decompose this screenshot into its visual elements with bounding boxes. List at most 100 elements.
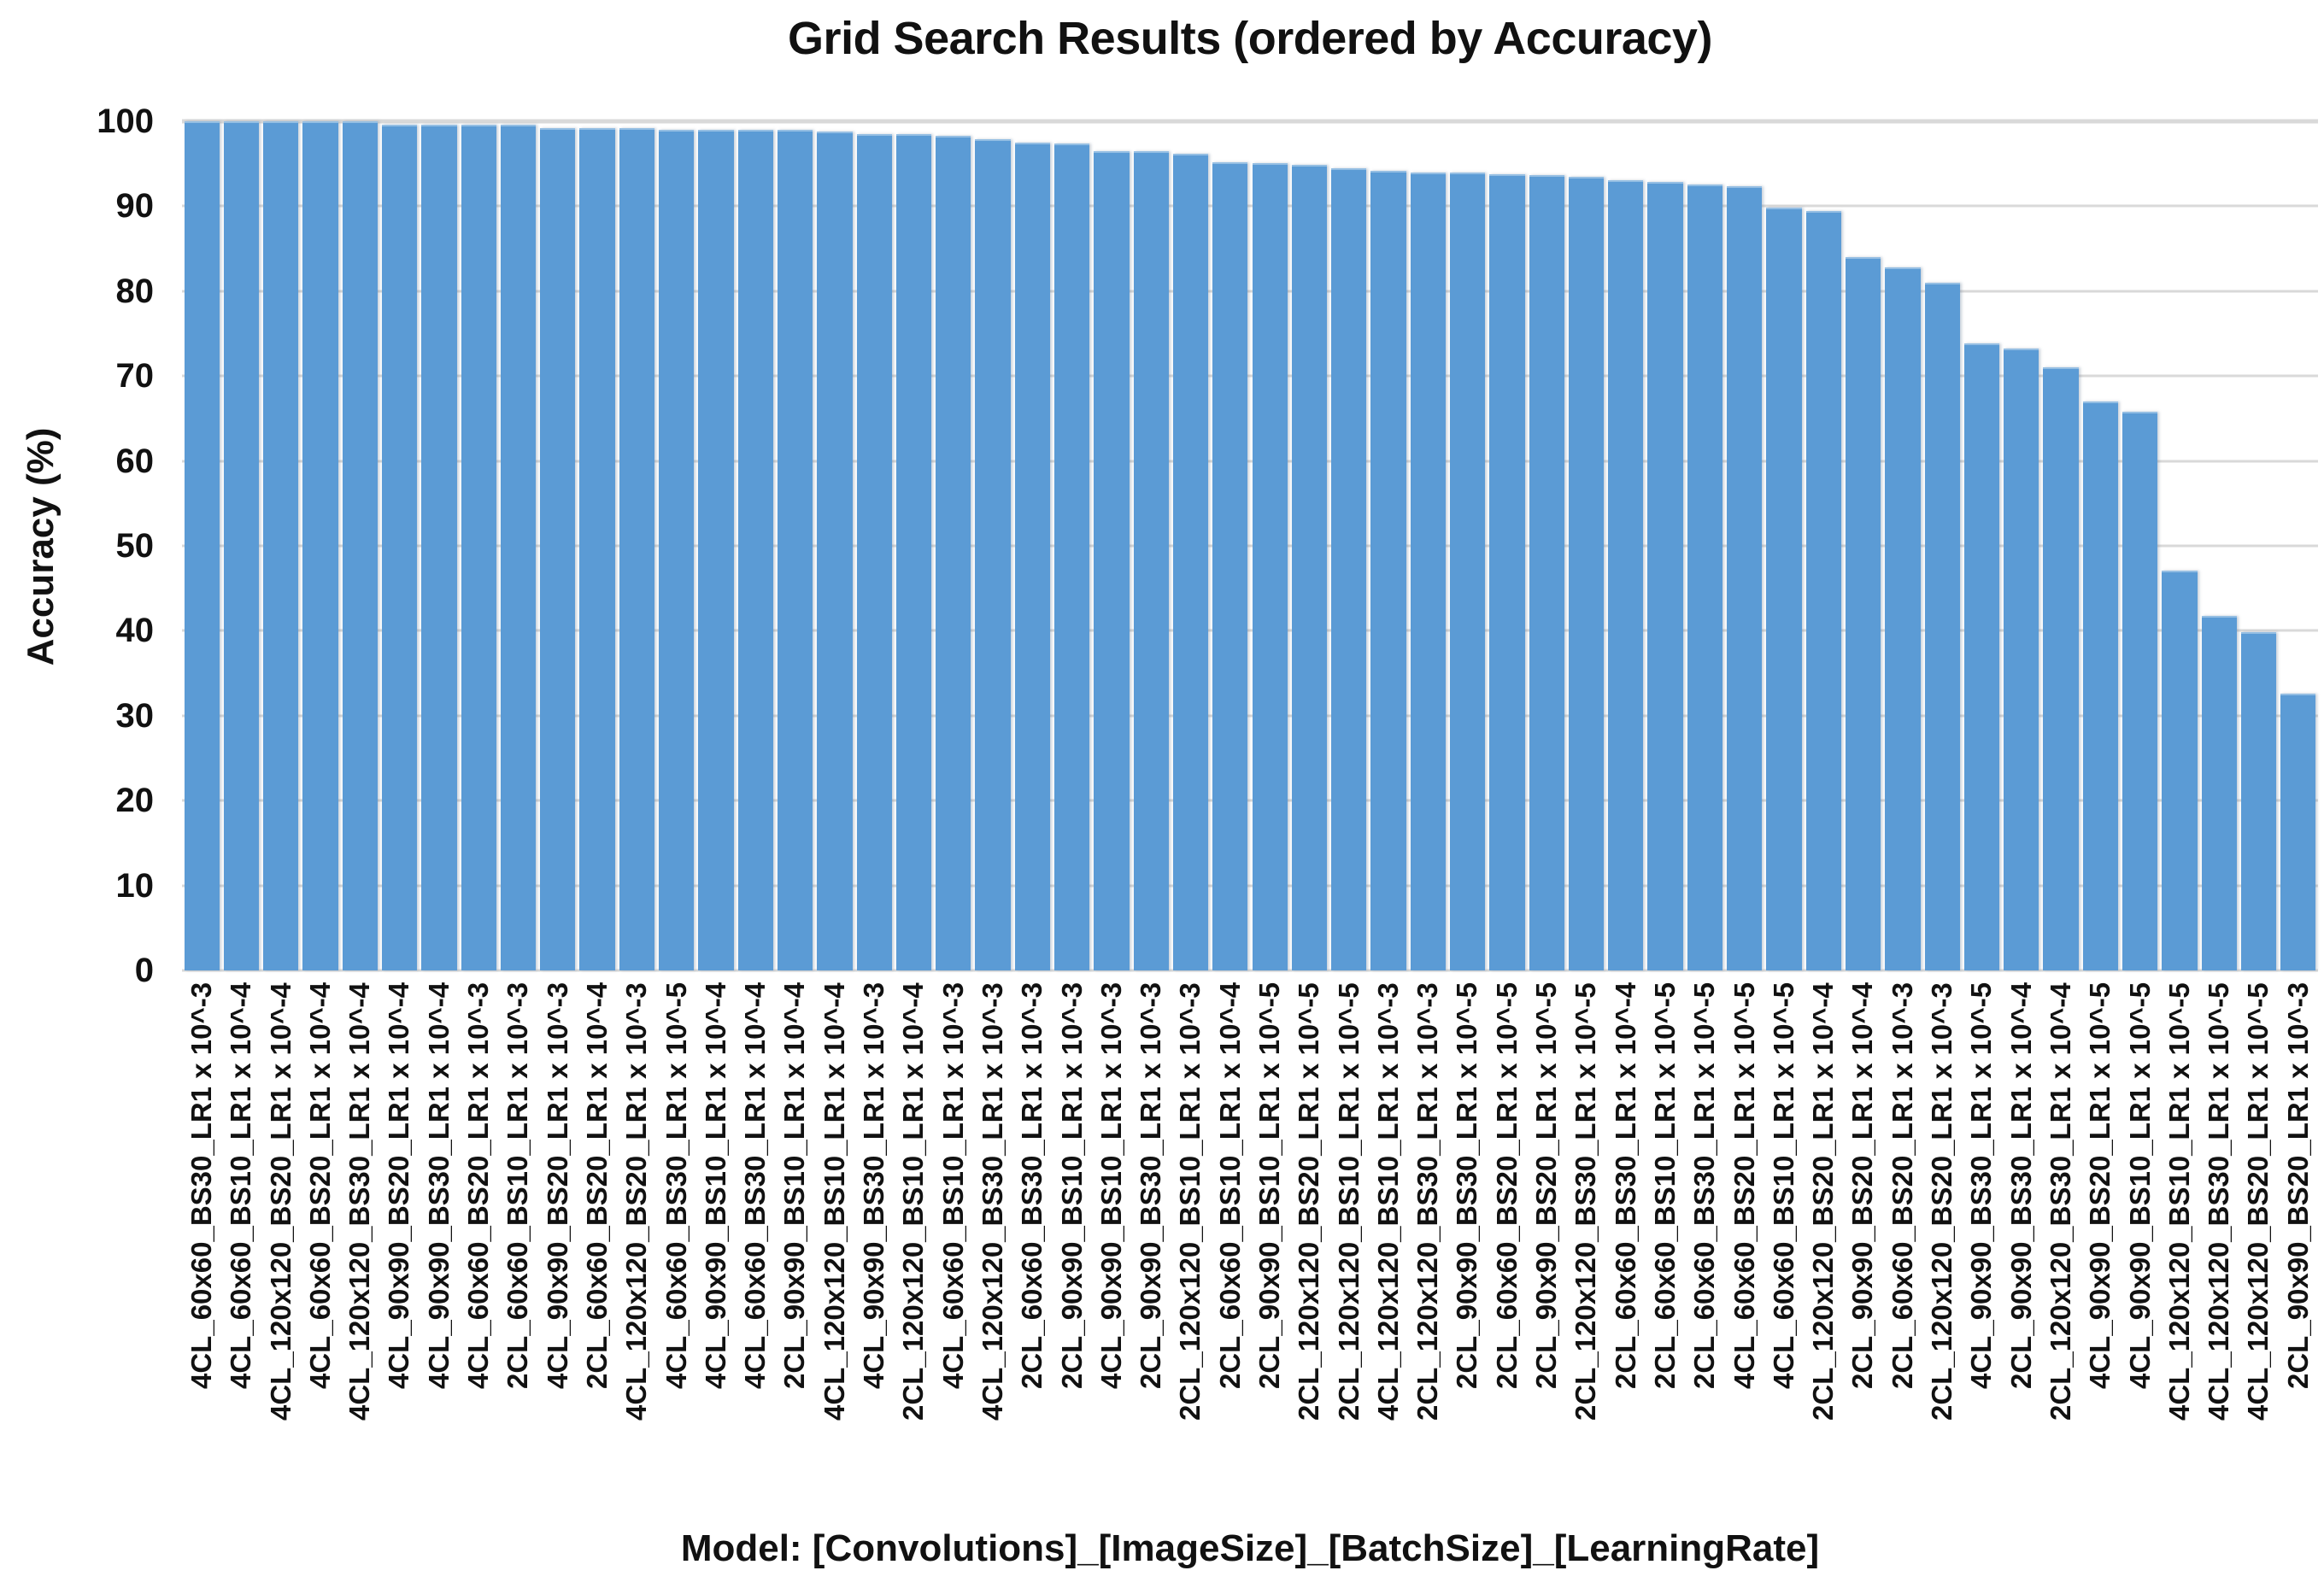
x-tick-label-4CL_120x120_BS10_LR1 x 10^-4: 4CL_120x120_BS10_LR1 x 10^-4 xyxy=(818,982,850,1421)
bar-4CL_90x90_BS10_LR1 x 10^-4 xyxy=(698,129,734,970)
x-tick-label-2CL_60x60_BS10_LR1 x 10^-4: 2CL_60x60_BS10_LR1 x 10^-4 xyxy=(1213,982,1246,1390)
x-tick-label-4CL_120x120_BS30_LR1 x 10^-5: 4CL_120x120_BS30_LR1 x 10^-5 xyxy=(2203,982,2235,1421)
gridline-0 xyxy=(182,969,2318,972)
gridline-60 xyxy=(182,460,2318,463)
bar-2CL_90x90_BS20_LR1 x 10^-4 xyxy=(1845,257,1881,970)
bar-2CL_60x60_BS20_LR1 x 10^-4 xyxy=(579,127,615,970)
x-tick-label-2CL_60x60_BS20_LR1 x 10^-4: 2CL_60x60_BS20_LR1 x 10^-4 xyxy=(580,982,613,1390)
x-tick-label-4CL_60x60_BS30_LR1 x 10^-3: 4CL_60x60_BS30_LR1 x 10^-3 xyxy=(185,982,217,1390)
bar-2CL_60x60_BS10_LR1 x 10^-3 xyxy=(500,124,537,970)
x-tick-label-2CL_120x120_BS20_LR1 x 10^-5: 2CL_120x120_BS20_LR1 x 10^-5 xyxy=(1293,982,1325,1421)
bar-2CL_60x60_BS30_LR1 x 10^-3 xyxy=(1014,142,1050,970)
gridline-90 xyxy=(182,204,2318,208)
bar-2CL_120x120_BS30_LR1 x 10^-4 xyxy=(2043,367,2079,970)
bar-2CL_120x120_BS10_LR1 x 10^-4 xyxy=(895,133,932,970)
x-tick-label-2CL_60x60_BS30_LR1 x 10^-5: 2CL_60x60_BS30_LR1 x 10^-5 xyxy=(1688,982,1721,1390)
bar-2CL_90x90_BS20_LR1 x 10^-3 xyxy=(2280,693,2316,970)
y-tick-label-40: 40 xyxy=(115,612,155,650)
x-tick-label-4CL_90x90_BS10_LR1 x 10^-3: 4CL_90x90_BS10_LR1 x 10^-3 xyxy=(1095,982,1127,1390)
bar-2CL_90x90_BS30_LR1 x 10^-3 xyxy=(1133,150,1169,970)
x-tick-label-2CL_120x120_BS30_LR1 x 10^-4: 2CL_120x120_BS30_LR1 x 10^-4 xyxy=(2044,982,2076,1421)
bar-4CL_120x120_BS10_LR1 x 10^-4 xyxy=(817,131,853,970)
x-tick-label-4CL_60x60_BS10_LR1 x 10^-4: 4CL_60x60_BS10_LR1 x 10^-4 xyxy=(225,982,257,1390)
gridline-10 xyxy=(182,884,2318,888)
x-tick-label-2CL_120x120_BS10_LR1 x 10^-3: 2CL_120x120_BS10_LR1 x 10^-3 xyxy=(1174,982,1206,1421)
x-tick-label-2CL_90x90_BS30_LR1 x 10^-5: 2CL_90x90_BS30_LR1 x 10^-5 xyxy=(1451,982,1483,1390)
x-tick-label-2CL_90x90_BS20_LR1 x 10^-4: 2CL_90x90_BS20_LR1 x 10^-4 xyxy=(1846,982,1879,1390)
bar-4CL_60x60_BS20_LR1 x 10^-5 xyxy=(1727,185,1763,970)
bar-2CL_120x120_BS30_LR1 x 10^-5 xyxy=(1568,176,1605,970)
bar-4CL_120x120_BS20_LR1 x 10^-4 xyxy=(263,121,299,970)
y-tick-label-20: 20 xyxy=(115,782,155,820)
bar-4CL_90x90_BS30_LR1 x 10^-4 xyxy=(421,124,457,970)
x-tick-label-4CL_90x90_BS20_LR1 x 10^-3: 4CL_90x90_BS20_LR1 x 10^-3 xyxy=(541,982,573,1390)
x-tick-label-2CL_90x90_BS20_LR1 x 10^-5: 2CL_90x90_BS20_LR1 x 10^-5 xyxy=(1530,982,1563,1390)
bar-4CL_120x120_BS20_LR1 x 10^-3 xyxy=(619,127,655,970)
bar-4CL_60x60_BS30_LR1 x 10^-3 xyxy=(184,121,220,970)
y-tick-label-100: 100 xyxy=(97,103,154,140)
bar-2CL_90x90_BS10_LR1 x 10^-4 xyxy=(777,129,813,970)
y-tick-label-70: 70 xyxy=(115,357,155,396)
bar-4CL_90x90_BS10_LR1 x 10^-3 xyxy=(1094,150,1130,970)
y-tick-label-90: 90 xyxy=(115,187,155,226)
x-tick-label-4CL_90x90_BS20_LR1 x 10^-5: 4CL_90x90_BS20_LR1 x 10^-5 xyxy=(2084,982,2116,1390)
bar-2CL_60x60_BS20_LR1 x 10^-5 xyxy=(1489,173,1525,970)
x-tick-label-4CL_90x90_BS30_LR1 x 10^-4: 4CL_90x90_BS30_LR1 x 10^-4 xyxy=(422,982,455,1390)
bar-2CL_60x60_BS10_LR1 x 10^-5 xyxy=(1647,181,1683,970)
x-tick-label-2CL_120x120_BS10_LR1 x 10^-5: 2CL_120x120_BS10_LR1 x 10^-5 xyxy=(1332,982,1364,1421)
bar-2CL_60x60_BS20_LR1 x 10^-3 xyxy=(1885,267,1921,970)
x-tick-label-2CL_60x60_BS20_LR1 x 10^-5: 2CL_60x60_BS20_LR1 x 10^-5 xyxy=(1490,982,1523,1390)
x-tick-label-4CL_60x60_BS10_LR1 x 10^-3: 4CL_60x60_BS10_LR1 x 10^-3 xyxy=(936,982,969,1390)
bar-4CL_120x120_BS20_LR1 x 10^-5 xyxy=(2240,632,2277,970)
x-tick-label-2CL_120x120_BS30_LR1 x 10^-5: 2CL_120x120_BS30_LR1 x 10^-5 xyxy=(1570,982,1602,1421)
bar-4CL_120x120_BS10_LR1 x 10^-3 xyxy=(1370,170,1406,970)
bar-4CL_120x120_BS30_LR1 x 10^-5 xyxy=(2201,615,2237,970)
bar-4CL_90x90_BS20_LR1 x 10^-5 xyxy=(2082,401,2118,970)
gridline-70 xyxy=(182,374,2318,378)
x-axis-title: Model: [Convolutions]_[ImageSize]_[Batch… xyxy=(680,1527,1820,1569)
x-tick-label-4CL_120x120_BS20_LR1 x 10^-5: 4CL_120x120_BS20_LR1 x 10^-5 xyxy=(2242,982,2274,1421)
plot-area xyxy=(182,119,2318,972)
bar-4CL_60x60_BS30_LR1 x 10^-5 xyxy=(659,129,695,970)
gridline-80 xyxy=(182,290,2318,293)
x-tick-label-4CL_60x60_BS20_LR1 x 10^-4: 4CL_60x60_BS20_LR1 x 10^-4 xyxy=(303,982,336,1390)
bar-2CL_120x120_BS30_LR1 x 10^-3 xyxy=(1410,172,1446,970)
x-tick-label-2CL_90x90_BS30_LR1 x 10^-4: 2CL_90x90_BS30_LR1 x 10^-4 xyxy=(2004,982,2037,1390)
y-tick-label-0: 0 xyxy=(134,952,154,989)
x-tick-label-4CL_60x60_BS30_LR1 x 10^-4: 4CL_60x60_BS30_LR1 x 10^-4 xyxy=(739,982,772,1390)
bar-4CL_60x60_BS10_LR1 x 10^-5 xyxy=(1766,208,1802,970)
bar-2CL_90x90_BS30_LR1 x 10^-4 xyxy=(2004,349,2039,970)
gridline-100 xyxy=(182,119,2318,124)
x-tick-label-4CL_60x60_BS20_LR1 x 10^-5: 4CL_60x60_BS20_LR1 x 10^-5 xyxy=(1728,982,1760,1390)
y-tick-label-80: 80 xyxy=(115,272,155,310)
bar-4CL_120x120_BS30_LR1 x 10^-3 xyxy=(975,138,1011,970)
gridline-30 xyxy=(182,714,2318,718)
x-tick-label-4CL_120x120_BS10_LR1 x 10^-5: 4CL_120x120_BS10_LR1 x 10^-5 xyxy=(2163,982,2195,1421)
x-tick-label-2CL_90x90_BS10_LR1 x 10^-4: 2CL_90x90_BS10_LR1 x 10^-4 xyxy=(778,982,811,1390)
x-tick-label-2CL_120x120_BS10_LR1 x 10^-4: 2CL_120x120_BS10_LR1 x 10^-4 xyxy=(897,982,930,1421)
x-tick-label-2CL_90x90_BS10_LR1 x 10^-3: 2CL_90x90_BS10_LR1 x 10^-3 xyxy=(1055,982,1088,1390)
x-tick-label-2CL_90x90_BS30_LR1 x 10^-3: 2CL_90x90_BS30_LR1 x 10^-3 xyxy=(1135,982,1167,1390)
bar-4CL_60x60_BS20_LR1 x 10^-4 xyxy=(302,121,338,970)
gridline-20 xyxy=(182,799,2318,802)
x-tick-label-2CL_90x90_BS10_LR1 x 10^-5: 2CL_90x90_BS10_LR1 x 10^-5 xyxy=(1253,982,1285,1390)
bar-2CL_60x60_BS30_LR1 x 10^-4 xyxy=(1608,179,1644,970)
bar-2CL_120x120_BS20_LR1 x 10^-3 xyxy=(1924,282,1960,970)
x-tick-label-4CL_90x90_BS30_LR1 x 10^-3: 4CL_90x90_BS30_LR1 x 10^-3 xyxy=(858,982,890,1390)
x-tick-label-4CL_120x120_BS30_LR1 x 10^-4: 4CL_120x120_BS30_LR1 x 10^-4 xyxy=(343,982,376,1421)
bar-2CL_90x90_BS10_LR1 x 10^-5 xyxy=(1252,162,1288,970)
x-axis-tick-labels: 4CL_60x60_BS30_LR1 x 10^-3 4CL_60x60_BS10… xyxy=(182,982,2318,1526)
y-tick-label-60: 60 xyxy=(115,442,155,480)
bar-2CL_60x60_BS10_LR1 x 10^-4 xyxy=(1212,161,1248,970)
y-tick-label-50: 50 xyxy=(115,527,155,565)
bar-4CL_90x90_BS30_LR1 x 10^-3 xyxy=(856,133,892,970)
x-tick-label-2CL_120x120_BS20_LR1 x 10^-3: 2CL_120x120_BS20_LR1 x 10^-3 xyxy=(1926,982,1958,1421)
x-tick-label-4CL_60x60_BS10_LR1 x 10^-5: 4CL_60x60_BS10_LR1 x 10^-5 xyxy=(1767,982,1799,1390)
x-tick-label-2CL_90x90_BS20_LR1 x 10^-3: 2CL_90x90_BS20_LR1 x 10^-3 xyxy=(2281,982,2314,1390)
x-tick-label-2CL_60x60_BS10_LR1 x 10^-3: 2CL_60x60_BS10_LR1 x 10^-3 xyxy=(502,982,534,1390)
y-tick-label-30: 30 xyxy=(115,696,155,735)
chart-title: Grid Search Results (ordered by Accuracy… xyxy=(788,13,1712,64)
bar-2CL_60x60_BS30_LR1 x 10^-5 xyxy=(1687,184,1723,970)
bar-2CL_90x90_BS10_LR1 x 10^-3 xyxy=(1054,143,1090,970)
